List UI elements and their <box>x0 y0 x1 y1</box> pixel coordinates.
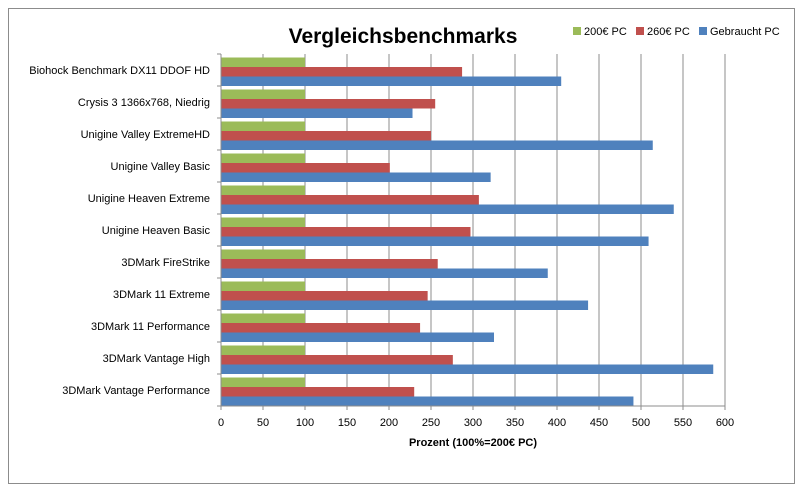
bar-pc260-2 <box>221 131 431 141</box>
bar-gebraucht-2 <box>221 140 653 150</box>
category-labels: Biohock Benchmark DX11 DDOF HD Crysis 3 1… <box>29 65 210 397</box>
x-tick-label-500: 500 <box>632 417 650 429</box>
bar-pc200-6 <box>221 249 305 259</box>
bar-gebraucht-4 <box>221 204 674 214</box>
category-label-8: 3DMark 11 Performance <box>91 321 210 333</box>
x-tick-label-450: 450 <box>590 417 608 429</box>
bar-gebraucht-7 <box>221 300 589 310</box>
category-label-0: Biohock Benchmark DX11 DDOF HD <box>29 65 210 77</box>
legend-label-2: Gebraucht PC <box>710 26 780 38</box>
bar-pc200-7 <box>221 281 305 291</box>
category-label-2: Unigine Valley ExtremeHD <box>81 129 210 141</box>
bar-pc260-7 <box>221 291 428 301</box>
bar-pc260-3 <box>221 163 390 173</box>
category-label-1: Crysis 3 1366x768, Niedrig <box>78 97 210 109</box>
bars <box>221 57 714 406</box>
bar-pc200-5 <box>221 217 305 227</box>
bar-pc260-0 <box>221 67 463 77</box>
bar-pc260-4 <box>221 195 479 205</box>
x-tick-label-100: 100 <box>296 417 314 429</box>
bar-pc200-3 <box>221 153 305 163</box>
bar-gebraucht-1 <box>221 108 413 118</box>
x-tick-label-50: 50 <box>257 417 269 429</box>
bar-gebraucht-10 <box>221 396 634 406</box>
bar-gebraucht-9 <box>221 364 714 374</box>
legend-label-1: 260€ PC <box>647 26 690 38</box>
bar-gebraucht-8 <box>221 332 494 342</box>
x-tick-label-400: 400 <box>548 417 566 429</box>
x-tick-label-300: 300 <box>464 417 482 429</box>
x-tick-labels: 0 50 100 150 200 250 300 350 400 450 500 550 600 <box>218 417 734 429</box>
legend-swatch-0 <box>573 27 581 35</box>
legend-swatch-1 <box>636 27 644 35</box>
legend: 200€ PC 260€ PC Gebraucht PC <box>573 26 780 38</box>
bar-pc260-5 <box>221 227 471 237</box>
x-tick-label-150: 150 <box>338 417 356 429</box>
legend-label-0: 200€ PC <box>584 26 627 38</box>
bar-pc200-9 <box>221 345 305 355</box>
category-label-9: 3DMark Vantage High <box>103 353 210 365</box>
bar-gebraucht-5 <box>221 236 649 246</box>
x-tick-label-350: 350 <box>506 417 524 429</box>
x-tick-label-0: 0 <box>218 417 224 429</box>
bar-pc200-10 <box>221 377 305 387</box>
axes <box>217 53 726 410</box>
bar-gebraucht-6 <box>221 268 548 278</box>
x-axis-label: Prozent (100%=200€ PC) <box>409 437 537 449</box>
category-label-6: 3DMark FireStrike <box>121 257 210 269</box>
x-tick-label-250: 250 <box>422 417 440 429</box>
bar-pc200-1 <box>221 89 305 99</box>
category-label-7: 3DMark 11 Extreme <box>113 289 210 301</box>
bar-gebraucht-0 <box>221 76 562 86</box>
legend-swatch-2 <box>699 27 707 35</box>
category-label-3: Unigine Valley Basic <box>111 161 211 173</box>
category-label-4: Unigine Heaven Extreme <box>88 193 210 205</box>
bar-pc260-9 <box>221 355 453 365</box>
chart-title: Vergleichsbenchmarks <box>289 25 518 48</box>
bar-pc260-10 <box>221 387 415 397</box>
bar-pc260-6 <box>221 259 438 269</box>
x-tick-label-550: 550 <box>674 417 692 429</box>
category-label-5: Unigine Heaven Basic <box>102 225 211 237</box>
x-tick-label-600: 600 <box>716 417 734 429</box>
bar-pc200-0 <box>221 57 305 67</box>
bar-pc200-4 <box>221 185 305 195</box>
bar-pc260-1 <box>221 99 436 109</box>
bar-pc260-8 <box>221 323 421 333</box>
category-label-10: 3DMark Vantage Performance <box>62 385 210 397</box>
bar-gebraucht-3 <box>221 172 491 182</box>
x-tick-label-200: 200 <box>380 417 398 429</box>
bar-pc200-8 <box>221 313 305 323</box>
bar-pc200-2 <box>221 121 305 131</box>
